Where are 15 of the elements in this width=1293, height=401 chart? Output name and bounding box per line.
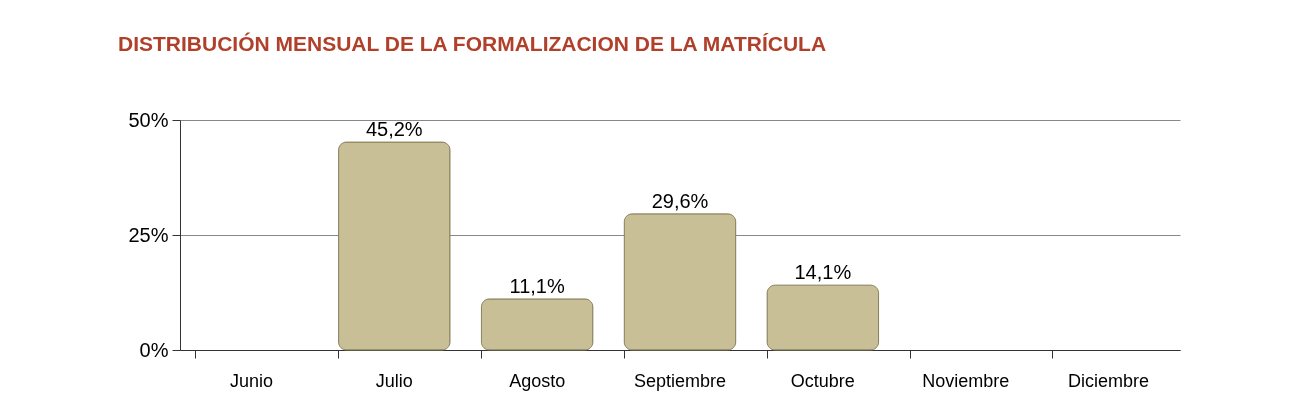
x-tick-label: Diciembre xyxy=(1068,370,1150,391)
chart-title: DISTRIBUCIÓN MENSUAL DE LA FORMALIZACION DE LA MATRÍCULA xyxy=(117,32,827,55)
x-tick-label: Junio xyxy=(229,370,273,391)
y-tick-label: 25% xyxy=(128,223,169,246)
y-tick-label: 0% xyxy=(139,338,169,361)
data-label: 29,6% xyxy=(651,189,709,212)
x-tick-label: Octubre xyxy=(790,370,855,391)
x-tick-label: Septiembre xyxy=(633,370,727,391)
y-tick-label: 50% xyxy=(128,108,169,131)
x-tick-label: Julio xyxy=(375,370,413,391)
x-tick-label: Noviembre xyxy=(922,370,1010,391)
x-tick-label: Agosto xyxy=(509,370,566,391)
data-label: 45,2% xyxy=(365,118,423,141)
data-label: 11,1% xyxy=(509,274,565,297)
data-label: 14,1% xyxy=(794,261,852,284)
